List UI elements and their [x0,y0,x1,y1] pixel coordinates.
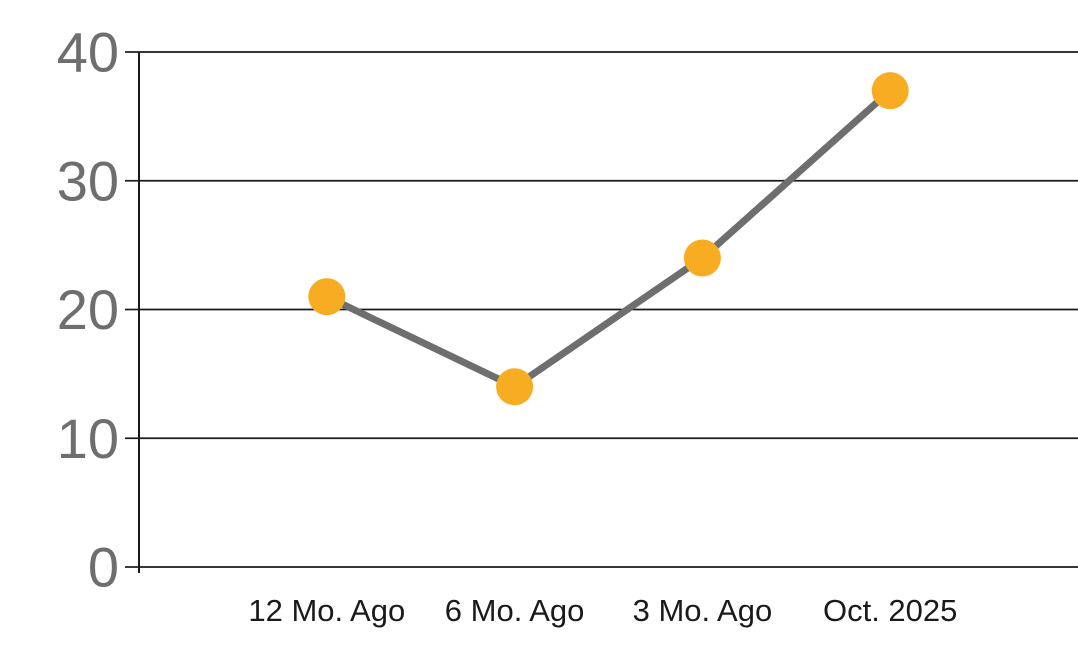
data-point [683,239,721,277]
x-tick-label: 6 Mo. Ago [445,593,585,628]
data-point [496,368,534,406]
x-tick-label: 12 Mo. Ago [248,593,405,628]
x-tick-label: 3 Mo. Ago [633,593,773,628]
data-line [323,87,894,391]
y-tick-label: 40 [57,21,119,84]
y-tick-label: 30 [57,149,119,212]
y-tick-label: 0 [88,536,119,599]
data-point [871,72,909,110]
y-tick-label: 20 [57,278,119,341]
x-tick-label: Oct. 2025 [823,593,957,628]
y-tick-label: 10 [57,407,119,470]
data-point [308,278,346,316]
